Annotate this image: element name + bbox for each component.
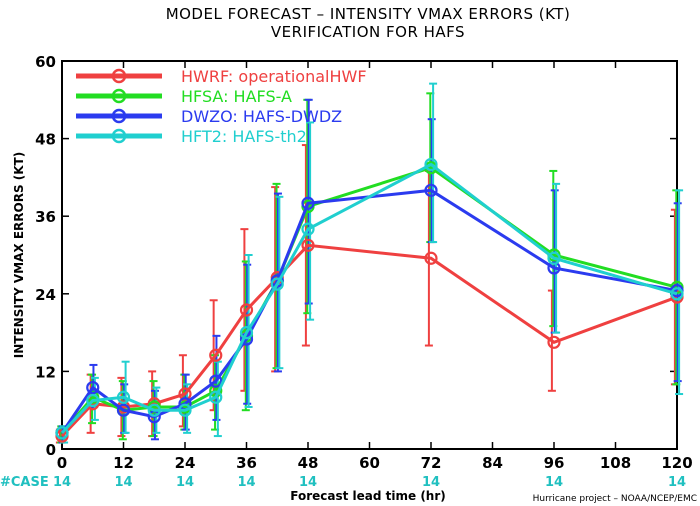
data-point (424, 157, 438, 172)
legend-marker (111, 88, 127, 104)
data-point (86, 380, 100, 395)
data-point (86, 393, 100, 408)
data-point (547, 335, 561, 349)
y-tick-label: 12 (35, 363, 56, 381)
data-point (239, 303, 254, 317)
data-point (55, 426, 69, 440)
data-point (116, 403, 131, 417)
y-tick-label: 60 (35, 53, 56, 71)
x-tick-label: 60 (359, 454, 380, 472)
data-point (178, 387, 192, 401)
y-tick-label: 48 (35, 131, 56, 149)
x-tick-label: 0 (57, 454, 67, 472)
x-tick-label: 72 (421, 454, 442, 472)
plot-layer: 0 12 24 36 48 60 72 84 96 108 120 0 12 24 36 48 60 HWRF: … (35, 53, 693, 490)
chart-subtitle: VERIFICATION FOR HAFS (271, 23, 465, 41)
case-count: 14 (176, 475, 194, 490)
data-point (301, 222, 315, 236)
legend-label: HFT2: HAFS-th2 (181, 127, 307, 146)
legend-label: DWZO: HAFS-DWDZ (181, 107, 342, 126)
case-count: 14 (668, 475, 686, 490)
x-tick-label: 24 (175, 454, 196, 472)
case-count: 14 (545, 475, 563, 490)
x-tick-label: 12 (113, 454, 134, 472)
data-point (239, 326, 254, 340)
data-point (424, 183, 438, 197)
x-tick-label: 120 (661, 454, 692, 472)
y-tick-label: 36 (35, 208, 56, 226)
case-count: 14 (422, 475, 440, 490)
error-bar-group (58, 98, 682, 444)
data-point (209, 348, 223, 362)
data-point (270, 277, 284, 291)
x-tick-label: 108 (600, 454, 631, 472)
data-point (301, 196, 315, 210)
error-bar-group (55, 144, 679, 444)
data-point (209, 390, 223, 404)
case-count: 14 (114, 475, 132, 490)
x-tick-label: 36 (236, 454, 257, 472)
data-point (116, 390, 131, 404)
data-point (670, 287, 684, 301)
data-point (147, 403, 161, 417)
legend-marker (111, 108, 127, 124)
data-point (301, 238, 315, 252)
legend-label: HWRF: operationalHWF (181, 67, 367, 86)
legend-marker (111, 128, 127, 144)
data-point (547, 251, 561, 265)
case-count: 14 (237, 475, 255, 490)
case-count: 14 (53, 475, 71, 490)
case-label: #CASE (0, 475, 49, 490)
y-tick-label: 24 (35, 286, 56, 304)
y-tick-label: 0 (46, 441, 56, 459)
x-tick-label: 96 (544, 454, 565, 472)
credit-text: Hurricane project – NOAA/NCEP/EMC (533, 494, 697, 504)
legend-marker (111, 68, 127, 84)
data-point (424, 251, 438, 265)
x-tick-label: 84 (482, 454, 503, 472)
data-point (209, 374, 223, 388)
x-axis-label: Forecast lead time (hr) (290, 489, 446, 503)
y-axis-label: INTENSITY VMAX ERRORS (KT) (12, 152, 26, 358)
data-point (547, 261, 561, 275)
data-point (178, 403, 192, 417)
x-tick-label: 48 (298, 454, 319, 472)
legend-label: HFSA: HAFS-A (181, 87, 292, 106)
chart-title: MODEL FORECAST – INTENSITY VMAX ERRORS (… (166, 5, 571, 23)
case-count: 14 (299, 475, 317, 490)
